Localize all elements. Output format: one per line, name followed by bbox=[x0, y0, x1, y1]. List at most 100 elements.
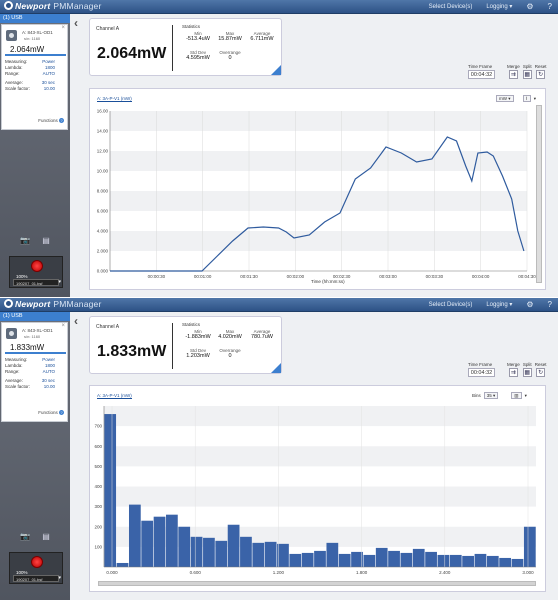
setting-value[interactable]: 30 sec bbox=[41, 378, 55, 383]
newport-logo-icon bbox=[4, 299, 13, 308]
functions-link[interactable]: Functions ? bbox=[38, 410, 64, 415]
setting-row[interactable]: Lambda: 1800 bbox=[5, 363, 65, 369]
setting-row[interactable]: Average: 30 sec bbox=[5, 80, 65, 86]
x-tick-label: 1.200 bbox=[273, 570, 285, 575]
time-frame-input[interactable]: 00:04:32 bbox=[468, 368, 495, 377]
histogram-bar bbox=[240, 536, 252, 567]
record-button[interactable] bbox=[31, 260, 43, 272]
device-settings-2: Average: 30 sec Scale factor: 10.00 bbox=[5, 80, 65, 92]
merge-button[interactable]: Merge ⇉ bbox=[507, 362, 520, 377]
setting-value[interactable]: 30 sec bbox=[41, 80, 55, 85]
stat-key: Max bbox=[225, 31, 235, 36]
channel-label: Channel A bbox=[96, 324, 120, 330]
chevron-down-icon[interactable]: ▾ bbox=[524, 392, 527, 398]
setting-row[interactable]: Scale factor: 10.00 bbox=[5, 86, 65, 92]
chevron-down-icon[interactable]: ▾ bbox=[58, 575, 61, 581]
channel-selector[interactable]: A: 3A-P-V1 (mW) bbox=[97, 96, 132, 102]
select-device-link[interactable]: Select Device(s) bbox=[428, 3, 473, 10]
statistics-title: Statistics bbox=[182, 322, 201, 327]
setting-value[interactable]: 1800 bbox=[44, 363, 55, 368]
setting-row[interactable]: Range: AUTO bbox=[5, 369, 65, 375]
reset-button[interactable]: Reset ↻ bbox=[535, 64, 547, 79]
logging-menu[interactable]: Logging ▾ bbox=[486, 4, 513, 10]
setting-row[interactable]: Measuring: Power bbox=[5, 59, 65, 65]
stat-overrange: Overrange 0 bbox=[210, 348, 250, 359]
merge-button[interactable]: Merge ⇉ bbox=[507, 64, 520, 79]
device-sidebar: (1) USB × A: 843-XL-OD1 s/n: 1160 1.833m… bbox=[0, 312, 70, 600]
camera-icon[interactable]: 📷 bbox=[20, 532, 31, 541]
stat-key: Max bbox=[225, 329, 235, 334]
setting-value[interactable]: 10.00 bbox=[43, 86, 55, 91]
y-tick-label: 300 bbox=[94, 504, 102, 509]
device-card[interactable]: × A: 843-XL-OD1 s/n: 1160 1.833mW Measur… bbox=[1, 322, 68, 422]
histogram-bar bbox=[338, 553, 351, 567]
time-frame-input[interactable]: 00:04:32 bbox=[468, 70, 495, 79]
record-button[interactable] bbox=[31, 556, 43, 568]
file-icon[interactable]: ▤ bbox=[42, 236, 50, 245]
setting-row[interactable]: Average: 30 sec bbox=[5, 378, 65, 384]
vertical-scrollbar[interactable] bbox=[536, 105, 542, 283]
split-label: Split bbox=[522, 64, 532, 69]
chevron-down-icon[interactable]: ▾ bbox=[533, 95, 536, 101]
setting-value[interactable]: 1800 bbox=[44, 65, 55, 70]
setting-value[interactable]: Power bbox=[42, 357, 55, 362]
channel-selector[interactable]: A: 3A-P-V1 (mW) bbox=[97, 393, 132, 399]
record-percent: 100% bbox=[16, 570, 28, 575]
stat-value: 4.020mW bbox=[218, 334, 242, 340]
histogram-bar bbox=[289, 553, 302, 567]
histogram-bar bbox=[264, 541, 277, 567]
panel-corner-icon[interactable] bbox=[271, 363, 281, 373]
split-button[interactable]: Split ▦ bbox=[522, 64, 532, 79]
gear-icon[interactable]: ⚙ bbox=[526, 300, 534, 309]
histogram-bar bbox=[351, 551, 363, 567]
chevron-down-icon[interactable]: ▾ bbox=[58, 279, 61, 285]
graph-tools: Merge ⇉ Split ▦ Reset ↻ bbox=[507, 362, 547, 377]
reset-label: Reset bbox=[534, 64, 547, 69]
select-device-link[interactable]: Select Device(s) bbox=[428, 301, 473, 308]
horizontal-scrollbar[interactable] bbox=[98, 581, 536, 586]
histogram-bar bbox=[462, 555, 474, 567]
graph-type-icon[interactable]: ⌇ bbox=[522, 95, 531, 102]
device-settings: Measuring: Power Lambda: 1800 Range: AUTO bbox=[5, 59, 65, 77]
logging-menu[interactable]: Logging ▾ bbox=[486, 302, 513, 308]
reset-button[interactable]: Reset ↻ bbox=[535, 362, 547, 377]
setting-label: Lambda: bbox=[5, 363, 23, 368]
setting-row[interactable]: Measuring: Power bbox=[5, 357, 65, 363]
collapse-sidebar-icon[interactable]: ‹ bbox=[74, 314, 78, 328]
setting-value[interactable]: AUTO bbox=[42, 369, 55, 374]
grid-band bbox=[110, 111, 527, 131]
device-card[interactable]: × A: 843-XL-OD1 s/n: 1160 2.064mW Measur… bbox=[1, 24, 68, 130]
close-icon[interactable]: × bbox=[61, 323, 65, 329]
bins-dropdown[interactable]: 35 ▾ bbox=[483, 392, 499, 399]
gear-icon[interactable]: ⚙ bbox=[526, 2, 534, 11]
unit-dropdown[interactable]: mW ▾ bbox=[496, 95, 514, 102]
stat-key: Overrange bbox=[219, 348, 241, 353]
setting-value[interactable]: 10.00 bbox=[43, 384, 55, 389]
setting-value[interactable]: AUTO bbox=[42, 71, 55, 76]
time-frame-label: Time Frame bbox=[468, 362, 493, 367]
help-icon[interactable]: ? bbox=[547, 300, 552, 309]
split-icon: ▦ bbox=[522, 368, 532, 377]
setting-row[interactable]: Scale factor: 10.00 bbox=[5, 384, 65, 390]
split-button[interactable]: Split ▦ bbox=[522, 362, 532, 377]
collapse-sidebar-icon[interactable]: ‹ bbox=[74, 16, 78, 30]
brand-name: Newport bbox=[15, 1, 51, 11]
setting-row[interactable]: Lambda: 1800 bbox=[5, 65, 65, 71]
setting-label: Measuring: bbox=[5, 357, 28, 362]
help-icon: ? bbox=[59, 410, 64, 415]
sidebar-icons: 📷 ▤ bbox=[0, 236, 70, 245]
graph-type-icon[interactable]: ▥ bbox=[511, 392, 522, 399]
statistics-title: Statistics bbox=[182, 24, 201, 29]
stat-stddev: Std Dev 1.203mW bbox=[178, 348, 218, 359]
functions-link[interactable]: Functions ? bbox=[38, 118, 64, 123]
setting-row[interactable]: Range: AUTO bbox=[5, 71, 65, 77]
file-icon[interactable]: ▤ bbox=[42, 532, 50, 541]
device-settings: Measuring: Power Lambda: 1800 Range: AUTO bbox=[5, 357, 65, 375]
panel-corner-icon[interactable] bbox=[271, 65, 281, 75]
x-tick-label: 0.000 bbox=[106, 570, 118, 575]
histogram-bar bbox=[400, 552, 413, 567]
setting-value[interactable]: Power bbox=[42, 59, 55, 64]
camera-icon[interactable]: 📷 bbox=[20, 236, 31, 245]
close-icon[interactable]: × bbox=[61, 25, 65, 31]
help-icon[interactable]: ? bbox=[547, 2, 552, 11]
